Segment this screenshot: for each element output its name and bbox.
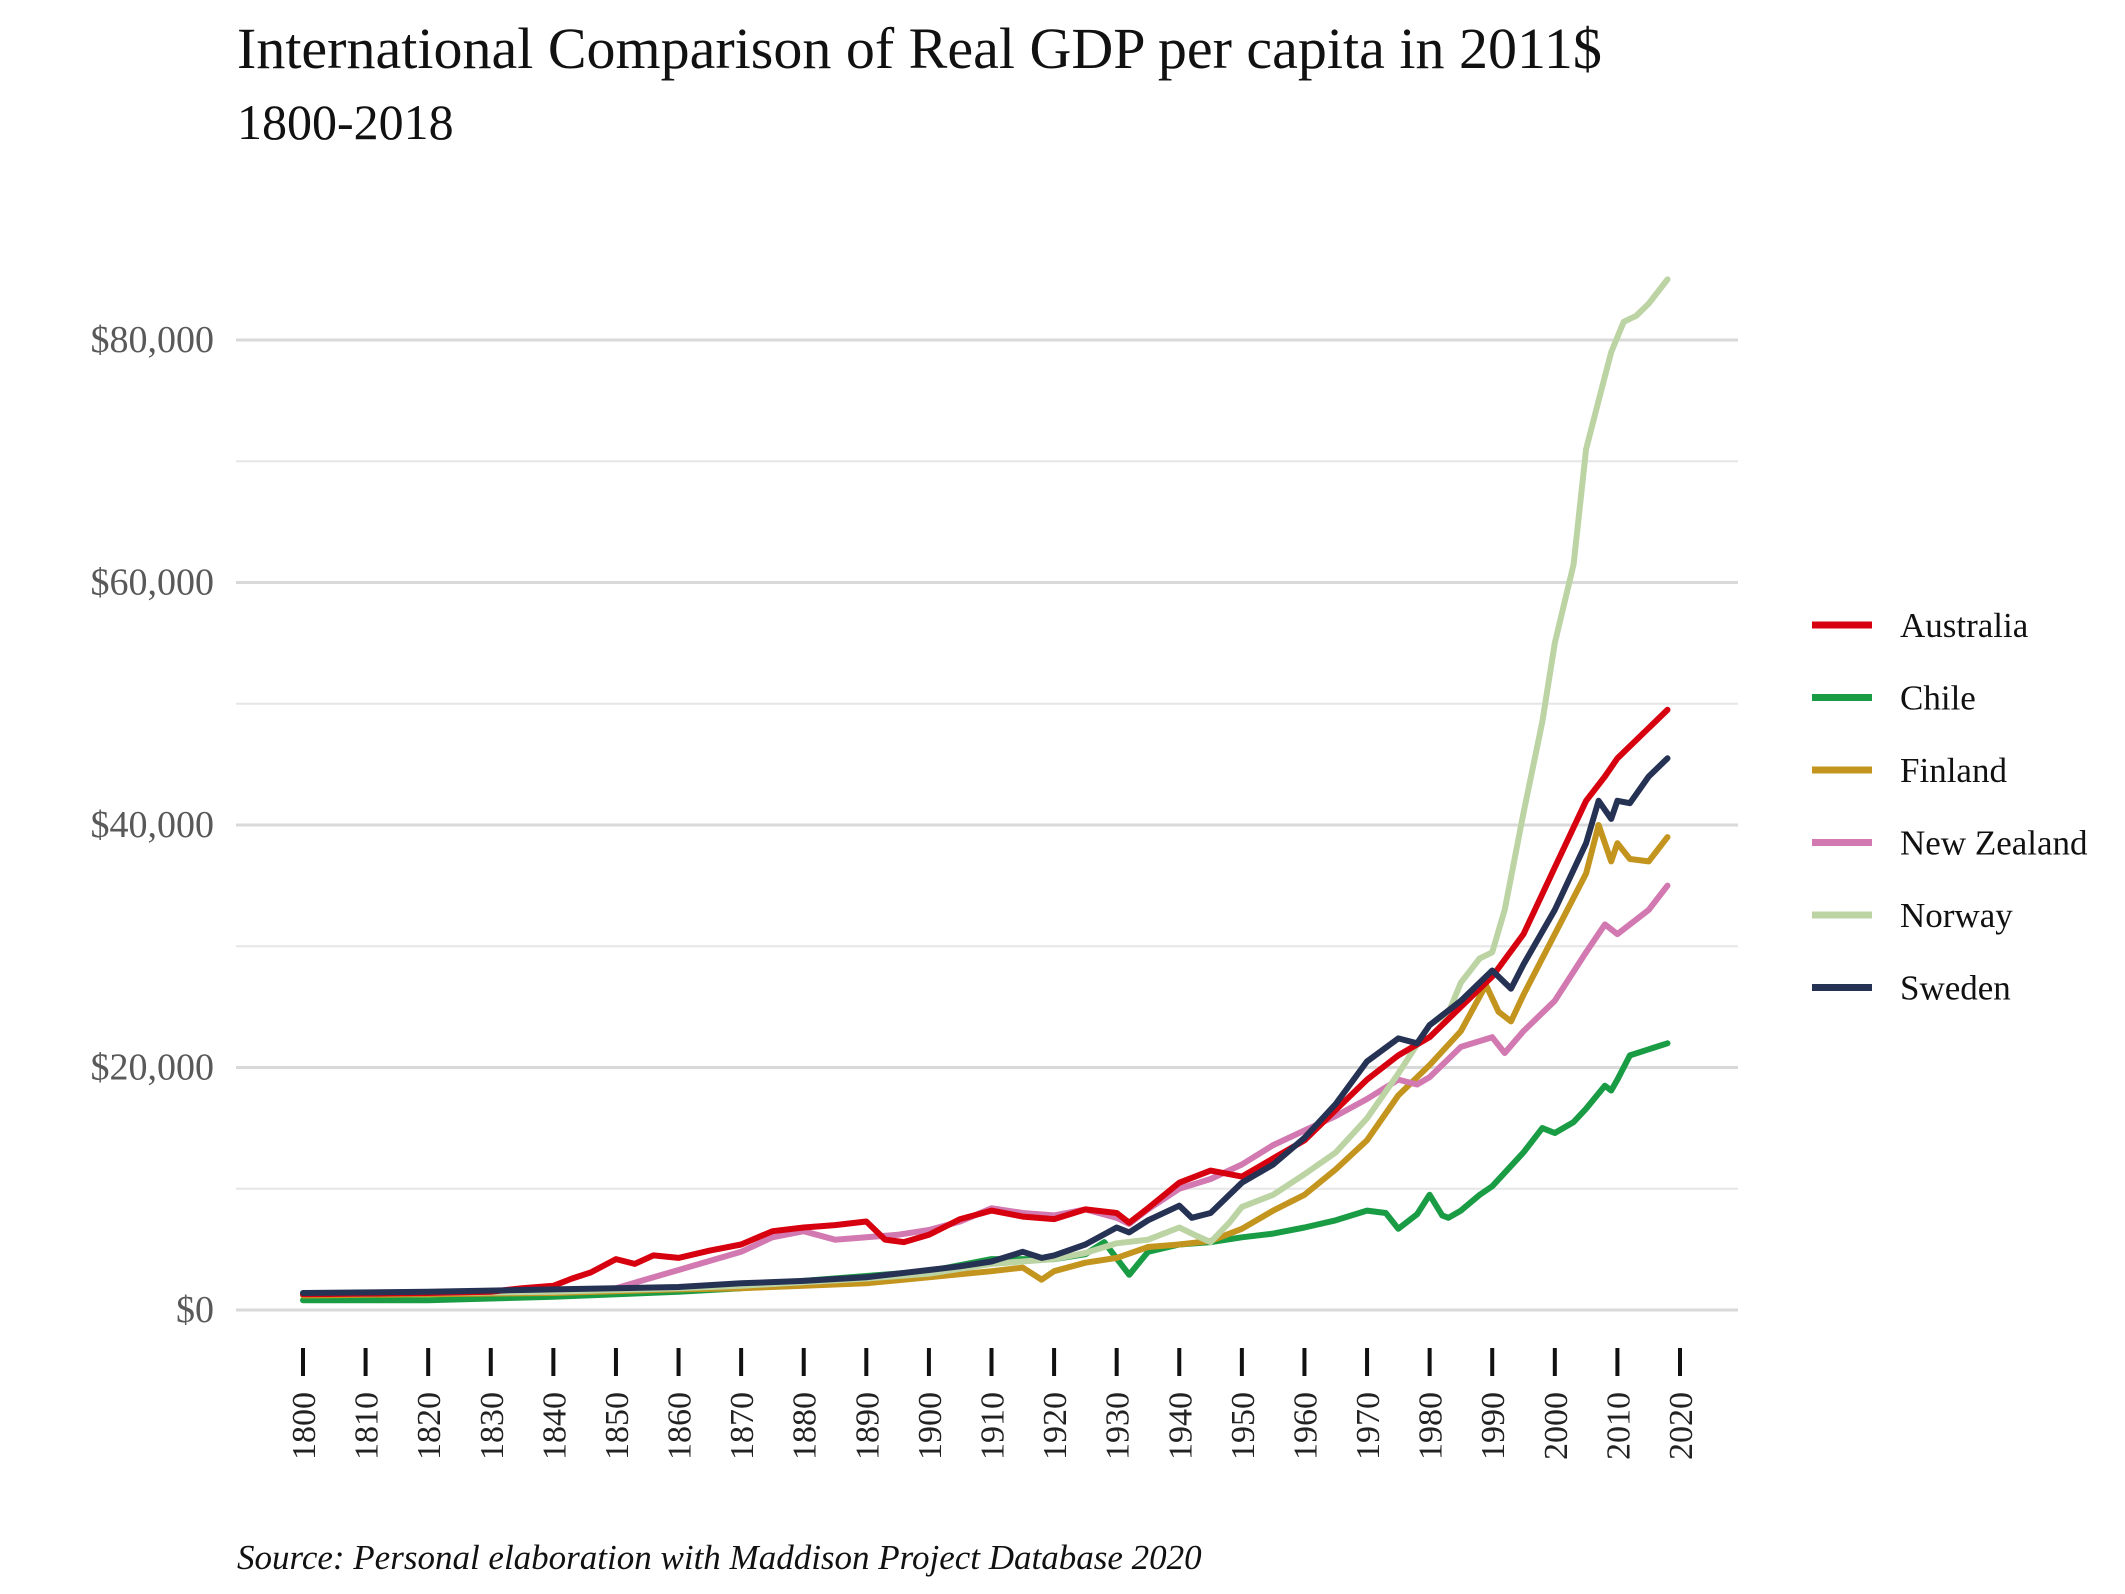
- x-tick-label: 1840: [536, 1392, 573, 1460]
- legend-label-new-zealand: New Zealand: [1900, 824, 2088, 863]
- x-tick-label: 2020: [1663, 1392, 1700, 1460]
- legend: Australia Chile Finland New Zealand Norway Sw…: [1812, 606, 2088, 1008]
- x-tick-label: 1910: [975, 1392, 1012, 1460]
- x-tick-label: 1920: [1037, 1392, 1074, 1460]
- x-tick-label: 2000: [1538, 1392, 1575, 1460]
- x-tick-label: 1990: [1475, 1392, 1512, 1460]
- x-axis: 1800 1810 1820 1830 1840 1850 1860 1870 1880 1890…: [286, 1348, 1700, 1460]
- series-line-norway: [300, 276, 1671, 1298]
- legend-label-finland: Finland: [1900, 751, 2007, 790]
- series-line-finland: [300, 822, 1671, 1299]
- legend-label-australia: Australia: [1900, 606, 2029, 645]
- x-tick-label: 1970: [1350, 1392, 1387, 1460]
- x-tick-label: 1810: [349, 1392, 386, 1460]
- x-tick-label: 1820: [411, 1392, 448, 1460]
- x-tick-label: 1830: [474, 1392, 511, 1460]
- x-tick-label: 1980: [1413, 1392, 1450, 1460]
- source-caption: Source: Personal elaboration with Maddis…: [237, 1538, 1202, 1577]
- gridlines: [236, 338, 1738, 1312]
- chart-title: International Comparison of Real GDP per…: [237, 16, 1602, 81]
- series-line-sweden: [300, 755, 1671, 1296]
- legend-label-norway: Norway: [1900, 896, 2013, 935]
- x-tick-label: 1870: [724, 1392, 761, 1460]
- x-tick-label: 1930: [1100, 1392, 1137, 1460]
- y-axis: $0 $20,000 $40,000 $60,000 $80,000: [91, 319, 215, 1331]
- y-tick-label: $60,000: [91, 562, 215, 604]
- chart-subtitle: 1800-2018: [237, 94, 454, 150]
- legend-label-chile: Chile: [1900, 679, 1976, 718]
- x-tick-label: 1900: [912, 1392, 949, 1460]
- x-tick-label: 1880: [787, 1392, 824, 1460]
- x-tick-label: 2010: [1600, 1392, 1637, 1460]
- y-tick-label: $80,000: [91, 319, 215, 361]
- y-tick-label: $0: [176, 1289, 214, 1331]
- series-lines: [300, 276, 1671, 1304]
- x-tick-label: 1960: [1287, 1392, 1324, 1460]
- x-tick-label: 1800: [286, 1392, 323, 1460]
- x-tick-label: 1890: [849, 1392, 886, 1460]
- x-tick-label: 1950: [1225, 1392, 1262, 1460]
- x-tick-label: 1940: [1162, 1392, 1199, 1460]
- series-line-new-zealand: [613, 882, 1671, 1292]
- x-tick-label: 1850: [599, 1392, 636, 1460]
- x-tick-label: 1860: [662, 1392, 699, 1460]
- y-tick-label: $40,000: [91, 804, 215, 846]
- y-tick-label: $20,000: [91, 1047, 215, 1089]
- series-line-australia: [300, 706, 1671, 1298]
- legend-label-sweden: Sweden: [1900, 969, 2011, 1008]
